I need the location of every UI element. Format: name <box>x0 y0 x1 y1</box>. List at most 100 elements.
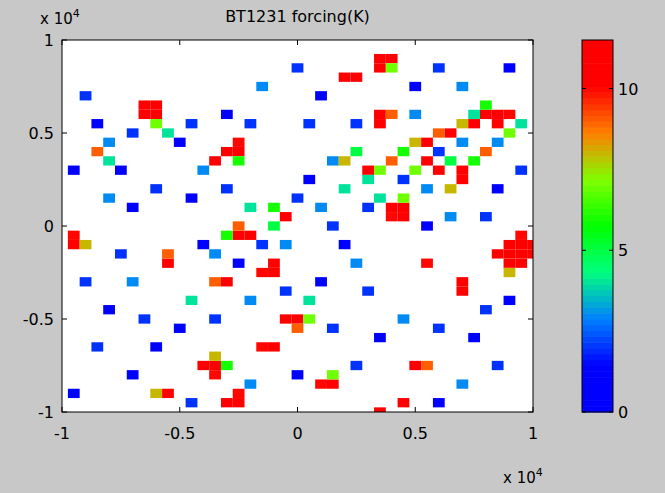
cell <box>68 231 80 240</box>
cell <box>456 82 468 91</box>
y-tick-label: 0.5 <box>29 124 54 143</box>
cell <box>68 240 80 249</box>
cell <box>480 110 492 119</box>
colorbar-swatch <box>582 366 613 372</box>
cell <box>468 333 480 342</box>
x-tick <box>62 40 63 45</box>
cell <box>292 63 304 72</box>
cell <box>409 361 421 370</box>
colorbar-swatch <box>582 354 613 360</box>
cell <box>91 147 103 156</box>
cell <box>292 324 304 333</box>
colorbar-swatch <box>582 180 613 186</box>
cell <box>433 147 445 156</box>
multiplier-exponent: 4 <box>73 7 80 20</box>
colorbar-swatch <box>582 57 613 63</box>
cell <box>421 221 433 230</box>
cell <box>256 342 268 351</box>
cell <box>80 277 92 286</box>
colorbar-swatch <box>582 214 613 220</box>
cell <box>268 221 280 230</box>
cell <box>91 119 103 128</box>
cell <box>268 259 280 268</box>
cell <box>492 110 504 119</box>
colorbar-swatch <box>582 400 613 406</box>
colorbar-swatch <box>582 116 613 122</box>
cell <box>245 296 257 305</box>
cell <box>433 324 445 333</box>
cell <box>480 305 492 314</box>
cells <box>68 54 533 412</box>
cell <box>103 156 115 165</box>
cell <box>127 203 139 212</box>
colorbar-tick <box>582 250 586 251</box>
cell <box>174 138 186 147</box>
cell <box>421 361 433 370</box>
cell <box>468 156 480 165</box>
cell <box>103 138 115 147</box>
cell <box>504 249 516 258</box>
y-tick-label: 1 <box>44 31 54 50</box>
cell <box>527 249 533 258</box>
colorbar-tick <box>609 250 613 251</box>
colorbar-swatch <box>582 150 613 156</box>
x-tick <box>533 407 534 412</box>
cell <box>315 379 327 388</box>
cell <box>245 379 257 388</box>
cell <box>339 156 351 165</box>
cell <box>268 203 280 212</box>
cell <box>209 370 221 379</box>
cell <box>350 361 362 370</box>
colorbar-swatch <box>582 110 613 116</box>
cell <box>456 277 468 286</box>
axis-multiplier: x 104 <box>40 7 80 28</box>
colorbar-swatch <box>582 284 613 290</box>
cell <box>504 128 516 137</box>
colorbar-swatch <box>582 226 613 232</box>
cell <box>480 147 492 156</box>
colorbar-tick <box>582 412 586 413</box>
colorbar-swatch <box>582 371 613 377</box>
cell <box>374 63 386 72</box>
x-tick <box>415 407 416 412</box>
cell <box>233 221 245 230</box>
cell <box>303 296 315 305</box>
cell <box>492 119 504 128</box>
colorbar-tick <box>609 412 613 413</box>
x-tick <box>297 40 298 45</box>
cell <box>374 110 386 119</box>
cell <box>398 147 410 156</box>
colorbar-swatch <box>582 40 613 46</box>
cell <box>245 231 257 240</box>
cell <box>445 128 457 137</box>
cell <box>186 193 198 202</box>
colorbar-swatch <box>582 162 613 168</box>
figure: -1-0.500.51-1-0.500.51x 104x 104BT1231 f… <box>0 0 665 493</box>
cell <box>433 128 445 137</box>
cell <box>233 147 245 156</box>
cell <box>350 259 362 268</box>
x-tick <box>533 40 534 45</box>
cell <box>303 175 315 184</box>
x-tick <box>62 407 63 412</box>
cell <box>386 212 398 221</box>
cell <box>374 193 386 202</box>
cell <box>233 259 245 268</box>
colorbar-swatch <box>582 377 613 383</box>
cell <box>150 389 162 398</box>
cell <box>186 296 198 305</box>
cell <box>233 138 245 147</box>
colorbar-swatch <box>582 302 613 308</box>
colorbar-swatch <box>582 296 613 302</box>
multiplier-exponent: 4 <box>536 466 543 479</box>
cell <box>68 389 80 398</box>
cell <box>480 212 492 221</box>
cell <box>139 110 151 119</box>
cell <box>280 212 292 221</box>
colorbar-tick-label: 5 <box>618 241 628 260</box>
cell <box>515 231 527 240</box>
cell <box>327 370 339 379</box>
cell <box>362 175 374 184</box>
colorbar-swatch <box>582 209 613 215</box>
cell <box>456 119 468 128</box>
